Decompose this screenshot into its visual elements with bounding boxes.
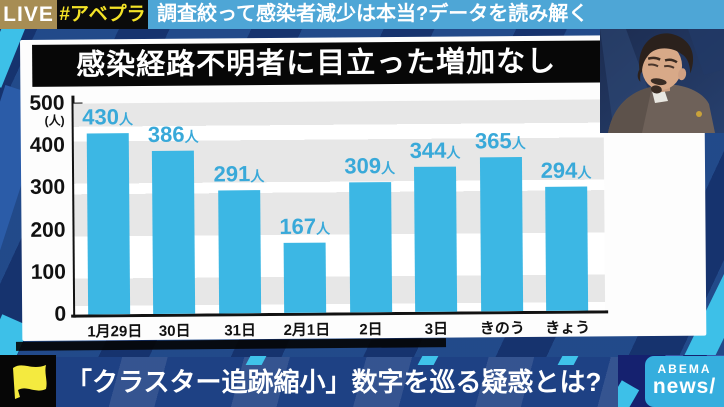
bar-value-number: 294 <box>540 157 578 183</box>
bar-value-label: 309人 <box>344 152 396 179</box>
bar-value-label: 365人 <box>474 128 526 154</box>
hashtag-badge: #アベプラ <box>57 0 148 29</box>
live-badge: LIVE <box>0 0 57 29</box>
x-axis-labels: 1月29日 30日 31日 2月1日 2日 3日 きのう きょう <box>75 316 605 341</box>
bar-slot: 365人 <box>474 100 526 312</box>
logo-cyan-accent <box>618 380 640 407</box>
bar-slot: 309人 <box>344 101 396 313</box>
bar-value-label: 386人 <box>147 121 199 148</box>
bar-value-number: 167 <box>279 213 317 239</box>
abema-logo-line1: ABEMA <box>657 362 712 376</box>
y-tick-label: 400 <box>29 133 65 158</box>
y-axis-labels: 500 (人) 400 300 200 100 0 <box>21 92 70 326</box>
bar-value-label: 291人 <box>213 161 265 187</box>
y-tick-label: 200 <box>30 218 66 242</box>
bar-value-unit: 人 <box>380 159 396 176</box>
bar-value-number: 386 <box>147 121 185 148</box>
y-tick-label: 100 <box>30 260 66 284</box>
plot-area: 430人 386人 291人 167人 309人 344人 365人 294人 <box>73 99 606 315</box>
bar-slot: 167人 <box>279 102 331 313</box>
bar-value-unit: 人 <box>511 135 526 152</box>
bar-value-label: 294人 <box>540 157 592 183</box>
panelist-illustration <box>600 29 724 133</box>
bar-slot: 344人 <box>409 101 461 312</box>
x-axis-label: 31日 <box>224 322 257 340</box>
bar <box>218 190 261 314</box>
bar <box>152 150 196 314</box>
x-axis-label: 3日 <box>424 320 449 338</box>
headline-bar: 調査絞って感染者減少は本当?データを読み解く <box>148 0 724 29</box>
x-axis-label: 30日 <box>158 322 191 340</box>
bar-value-number: 344 <box>409 137 447 163</box>
y-tick-label: 300 <box>30 176 66 200</box>
x-axis-label: 2月1日 <box>283 321 331 339</box>
bar-value-label: 344人 <box>409 137 461 163</box>
header-bar: LIVE #アベプラ 調査絞って感染者減少は本当?データを読み解く <box>0 0 724 29</box>
bars-row: 430人 386人 291人 167人 309人 344人 365人 294人 <box>74 99 606 315</box>
bar-slot: 294人 <box>540 100 592 311</box>
bar-value-number: 430 <box>82 103 120 130</box>
bar <box>283 242 327 313</box>
bar-value-label: 167人 <box>279 213 331 239</box>
bar-value-number: 309 <box>344 152 382 179</box>
y-tick-label: 500 (人) <box>29 91 65 128</box>
x-axis-label: 1月29日 <box>87 323 143 341</box>
bar-value-number: 291 <box>213 161 251 187</box>
bar <box>479 157 523 312</box>
x-axis-label: きょう <box>545 319 591 337</box>
bar-value-unit: 人 <box>118 110 134 127</box>
bar <box>348 181 392 313</box>
bar-slot: 291人 <box>213 102 265 314</box>
bar-value-label: 430人 <box>82 103 134 130</box>
bar-value-unit: 人 <box>577 164 592 181</box>
bottom-headline: 「クラスター追跡縮小」数字を巡る疑惑とは? <box>66 367 602 397</box>
bar-value-unit: 人 <box>184 128 199 145</box>
bar-slot: 386人 <box>147 103 199 314</box>
flag-icon <box>13 365 47 399</box>
bar <box>86 132 131 315</box>
abema-logo-line2: news/ <box>652 375 717 398</box>
bar-value-number: 365 <box>474 128 512 154</box>
bar-value-unit: 人 <box>446 144 461 161</box>
y-tick-label: 0 <box>54 302 67 326</box>
x-axis-label: きのう <box>479 320 525 338</box>
flag-badge <box>0 355 56 407</box>
bar <box>545 186 589 311</box>
bar-value-unit: 人 <box>316 220 331 237</box>
bottom-banner <box>0 356 724 407</box>
bar-slot: 430人 <box>82 103 133 315</box>
panelist-video <box>600 29 724 133</box>
bar <box>414 166 458 312</box>
y-axis-unit: (人) <box>44 113 65 128</box>
x-axis-label: 2日 <box>359 321 383 339</box>
bar-value-unit: 人 <box>250 168 265 185</box>
abema-news-logo: ABEMA news/ <box>645 356 724 407</box>
chart-title: 感染経路不明者に目立った増加なし <box>32 40 601 87</box>
